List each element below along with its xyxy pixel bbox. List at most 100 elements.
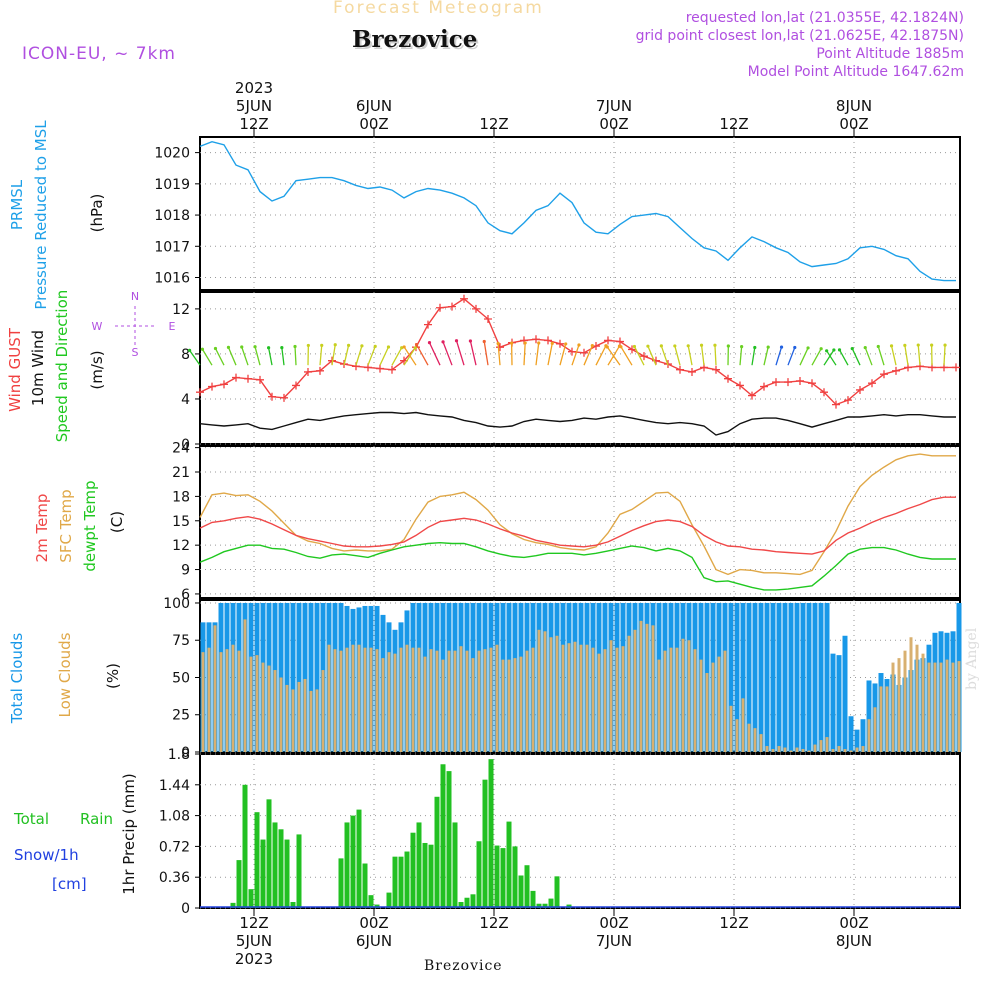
rain-bar [434, 796, 440, 908]
wind-direction-arrow [343, 345, 350, 366]
rain-bar [362, 863, 368, 908]
gust-marker [484, 315, 492, 324]
clouds-label-low: Low Clouds [56, 632, 74, 717]
wind-direction-arrow [331, 344, 336, 366]
wind-direction-arrow [838, 349, 849, 366]
rain-bar [416, 822, 422, 908]
pressure-label-short: PRMSL [8, 179, 26, 230]
low-cloud-bar [267, 665, 271, 752]
bottom-time-label: 00Z [359, 914, 388, 932]
y-tick-label-pressure: 1018 [154, 208, 190, 224]
low-cloud-bar [597, 653, 601, 752]
low-cloud-bar [327, 644, 331, 752]
total-cloud-bar [860, 719, 866, 752]
low-cloud-bar [495, 644, 499, 752]
gust-marker [196, 388, 204, 397]
wind-direction-arrow [739, 346, 743, 366]
wind-direction-arrow-head [779, 345, 784, 349]
wind-direction-arrow-head [876, 344, 880, 349]
low-cloud-bar [525, 650, 529, 752]
wind-direction-arrow [254, 346, 261, 366]
dewpt-line [199, 541, 956, 591]
gust-marker [952, 363, 960, 372]
low-cloud-bar [411, 647, 415, 752]
wind-direction-arrow-head [850, 346, 854, 351]
temp-unit: (C) [108, 511, 126, 533]
wind-direction-arrow [241, 346, 249, 366]
low-cloud-bar [645, 623, 649, 752]
low-cloud-bar [417, 647, 421, 752]
low-cloud-bar [465, 650, 469, 752]
wind-direction-arrow-head [916, 343, 920, 347]
wind-direction-arrow [571, 344, 580, 366]
low-cloud-bar [285, 684, 289, 752]
wind-direction-arrow-head [673, 344, 677, 348]
y-tick-label-wind: 0 [181, 437, 190, 453]
bottom-time-label: 8JUN [836, 932, 872, 950]
wind-direction-arrow-head [306, 343, 310, 348]
low-cloud-bar [579, 644, 583, 752]
low-cloud-bar [927, 662, 931, 752]
wind-direction-arrow-head [402, 345, 406, 349]
low-cloud-bar [507, 659, 511, 752]
low-cloud-bar [435, 650, 439, 752]
low-cloud-bar [867, 719, 871, 752]
gust-marker [628, 345, 636, 354]
low-cloud-bar [717, 656, 721, 752]
low-cloud-bar [441, 659, 445, 752]
bottom-time-label: 5JUN [236, 932, 272, 950]
wind-direction-arrow [674, 345, 681, 366]
low-cloud-bar [615, 647, 619, 752]
rain-bar [266, 799, 272, 908]
wind-direction-arrow-head [889, 344, 894, 348]
panel-frame-wind [199, 291, 961, 445]
low-cloud-bar [729, 705, 733, 752]
y-tick-label-clouds: 25 [172, 708, 190, 724]
wind-direction-arrow [416, 344, 429, 366]
top-time-label: 2023 [235, 79, 273, 97]
low-cloud-bar [483, 649, 487, 752]
low-cloud-bar [375, 649, 379, 752]
gust-marker [736, 381, 744, 390]
total-cloud-bar [824, 602, 830, 752]
wind-direction-arrow-head [523, 341, 527, 345]
low-cloud-bar [939, 662, 943, 752]
wind-direction-arrow [851, 348, 861, 366]
y-tick-label-clouds: 0 [181, 745, 190, 761]
clouds-label-total: Total Clouds [8, 633, 26, 725]
point-altitude: Point Altitude 1885m [816, 46, 964, 62]
low-cloud-bar [747, 723, 751, 752]
low-cloud-bar [879, 686, 883, 752]
gust-marker [844, 396, 852, 405]
low-cloud-bar [561, 644, 565, 752]
compass-rose-icon [115, 306, 157, 346]
low-cloud-bar [471, 658, 475, 752]
wind-direction-arrow-head [564, 342, 568, 346]
wind-direction-arrow [403, 346, 417, 366]
low-cloud-bar [669, 647, 673, 752]
low-cloud-bar [681, 638, 685, 752]
wind-direction-arrow [469, 340, 477, 366]
wind-direction-arrow-head [577, 343, 581, 347]
wind-direction-arrow [455, 340, 465, 366]
wind-speed-line [199, 411, 956, 436]
wind-direction-arrow-head [414, 342, 419, 347]
wind-direction-arrow-head [200, 347, 205, 351]
total-cloud-bar [836, 655, 842, 752]
wind-direction-arrow-head [659, 344, 663, 348]
low-cloud-bar [849, 750, 853, 752]
low-cloud-bar [459, 646, 463, 752]
gust-marker [748, 391, 756, 400]
low-cloud-bar [429, 649, 433, 752]
low-cloud-bar [273, 670, 277, 752]
rain-bar [272, 822, 278, 908]
top-time-label: 5JUN [236, 97, 272, 115]
y-tick-label-pressure: 1017 [154, 239, 190, 255]
total-cloud-bar [296, 602, 302, 752]
y-tick-label-temperature: 9 [181, 563, 190, 579]
low-cloud-bar [783, 747, 787, 752]
wind-direction-arrow-head [413, 346, 417, 350]
bottom-time-label: 00Z [839, 914, 868, 932]
total-cloud-bar [734, 602, 740, 752]
wind-direction-arrow [189, 349, 201, 366]
